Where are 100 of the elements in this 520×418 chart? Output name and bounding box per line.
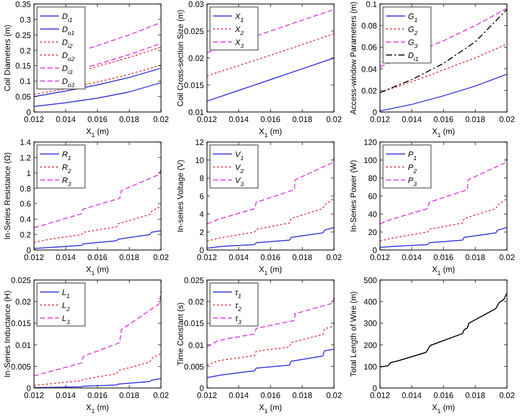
- legend-label: τ$_{3}$: [235, 314, 242, 326]
- y-tick-label: 0.005: [10, 362, 32, 372]
- y-tick-label: 0.05: [15, 92, 32, 102]
- line-series: [206, 227, 334, 249]
- x-tick-label: 0.016: [87, 253, 108, 262]
- x-tick-label: 0.016: [433, 391, 454, 400]
- x-tick-label: 0.012: [370, 253, 391, 262]
- x-tick-label: 0.02: [153, 391, 170, 400]
- y-tick-label: 0.35: [15, 0, 32, 9]
- y-tick-label: 0.03: [188, 0, 205, 9]
- y-axis-title: Time Constant (s): [176, 302, 185, 366]
- y-tick-label: 0.01: [188, 340, 205, 350]
- x-tick-label: 0.012: [196, 391, 218, 400]
- y-tick-label: 0.6: [20, 200, 32, 209]
- line-series: [34, 290, 162, 376]
- y-tick-label: 0.15: [15, 62, 32, 71]
- x-tick-label: 0.018: [292, 115, 313, 124]
- legend-label: P$_{3}$: [408, 176, 418, 188]
- x-axis-title: X$_{1}$ (m): [86, 403, 110, 415]
- x-tick-label: 0.014: [56, 115, 76, 124]
- y-axis-title: In-Series Inductance (H): [3, 290, 12, 378]
- legend-label: G$_{2}$: [408, 25, 418, 37]
- x-tick-label: 0.014: [402, 253, 422, 262]
- y-tick-label: 0.1: [20, 77, 32, 86]
- y-axis-title: Coil Cross-section Size (m): [176, 9, 185, 106]
- x-tick-label: 0.016: [433, 253, 454, 262]
- y-tick-label: 10: [195, 156, 205, 165]
- y-tick-label: 0: [372, 246, 378, 255]
- x-tick-label: 0.016: [260, 253, 282, 262]
- x-axis-title: X$_{1}$ (m): [259, 265, 282, 277]
- y-tick-label: 1.4: [20, 138, 32, 147]
- y-tick-label: 120: [364, 138, 378, 147]
- y-tick-label: 0.1: [366, 0, 378, 9]
- x-tick-label: 0.016: [260, 391, 282, 400]
- y-tick-label: 0: [200, 384, 205, 393]
- y-tick-label: 0.02: [188, 54, 205, 63]
- legend-label: R$_{1}$: [62, 150, 72, 162]
- x-tick-label: 0.018: [119, 391, 140, 400]
- x-tick-label: 0.012: [196, 115, 218, 124]
- y-tick-label: 0.8: [20, 184, 32, 194]
- y-tick-label: 0: [372, 384, 378, 393]
- line-series: [89, 46, 162, 70]
- legend-label: X$_{2}$: [234, 25, 244, 37]
- x-tick-label: 0.018: [465, 253, 486, 262]
- x-tick-label: 0.012: [24, 391, 45, 400]
- y-tick-label: 0.2: [20, 230, 32, 240]
- line-series: [89, 42, 162, 67]
- y-tick-label: 1: [26, 168, 32, 178]
- legend-label: X$_{1}$: [234, 12, 244, 24]
- x-tick-label: 0.012: [24, 253, 45, 262]
- x-tick-label: 0.014: [56, 391, 76, 400]
- legend-label: D$_{o1}$: [62, 25, 74, 37]
- x-tick-label: 0.018: [292, 253, 313, 262]
- legend-label: X$_{3}$: [234, 38, 244, 50]
- y-tick-label: 0.025: [10, 276, 32, 285]
- x-tick-label: 0.016: [260, 115, 282, 124]
- y-tick-label: 12: [195, 138, 205, 147]
- x-axis-title: X$_{1}$ (m): [86, 265, 110, 277]
- y-tick-label: 0.015: [184, 81, 205, 90]
- legend-label: V$_{2}$: [235, 163, 244, 175]
- y-tick-label: 0: [26, 108, 32, 117]
- y-tick-label: 0.3: [20, 15, 32, 24]
- legend-label: G$_{3}$: [408, 38, 418, 50]
- x-tick-label: 0.014: [402, 115, 422, 124]
- y-axis-title: Coil Diameters (m): [3, 24, 12, 92]
- y-axis-title: Total Length of Wire (m): [349, 290, 358, 377]
- line-series: [380, 292, 508, 368]
- y-tick-label: 0.015: [10, 319, 32, 328]
- x-tick-label: 0.02: [153, 253, 170, 262]
- y-axis-title: In-series Voltage (V): [176, 159, 185, 232]
- line-series: [206, 297, 334, 348]
- x-tick-label: 0.014: [56, 253, 76, 262]
- y-tick-label: 1.2: [20, 153, 32, 162]
- line-series: [380, 198, 508, 242]
- x-tick-label: 0.014: [402, 391, 422, 400]
- x-axis-title: X$_{1}$ (m): [432, 403, 456, 415]
- x-tick-label: 0.02: [499, 115, 516, 124]
- legend-label: L$_{1}$: [62, 288, 70, 300]
- line-series: [34, 82, 162, 107]
- x-tick-label: 0.02: [326, 253, 342, 262]
- legend-label: D$_{i3}$: [62, 64, 74, 76]
- legend-label: D$_{i2}$: [62, 38, 74, 50]
- x-tick-label: 0.012: [196, 253, 218, 262]
- x-tick-label: 0.016: [433, 115, 454, 124]
- y-tick-label: 80: [368, 174, 378, 183]
- x-tick-label: 0.018: [465, 391, 486, 400]
- y-tick-label: 0: [200, 246, 205, 255]
- x-tick-label: 0.012: [370, 391, 391, 400]
- x-tick-label: 0.018: [465, 115, 486, 124]
- x-tick-label: 0.014: [228, 391, 250, 400]
- y-tick-label: 8: [200, 174, 205, 183]
- y-tick-label: 0.08: [361, 22, 378, 31]
- y-tick-label: 0.025: [184, 27, 205, 36]
- legend-label: D$_{i1}$: [62, 12, 72, 24]
- x-tick-label: 0.012: [24, 115, 45, 124]
- legend-label: P$_{1}$: [408, 150, 417, 162]
- x-tick-label: 0.018: [119, 253, 140, 262]
- x-tick-label: 0.012: [370, 115, 391, 124]
- line-series: [34, 206, 162, 243]
- line-series: [380, 227, 508, 248]
